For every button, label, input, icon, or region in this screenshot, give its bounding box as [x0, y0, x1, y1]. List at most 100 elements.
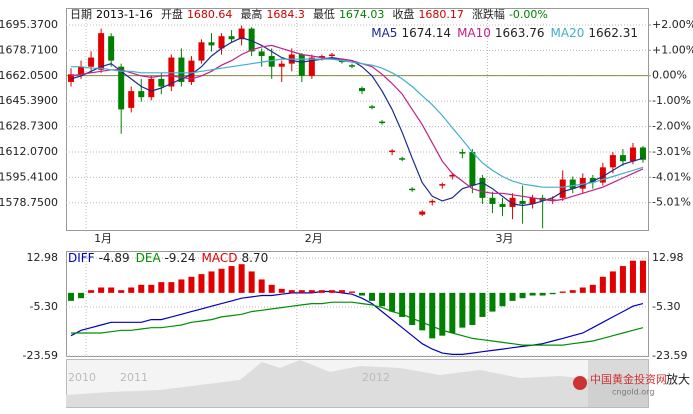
candle-body: [599, 167, 606, 183]
macd-bar: [328, 290, 335, 293]
y-tick-label: -5.30: [30, 300, 58, 313]
y2-tick-label: +2.00%: [652, 18, 693, 31]
y2-tick-label: -3.01%: [652, 145, 691, 158]
legend-name: MACD: [202, 251, 238, 265]
candle-body: [328, 54, 335, 57]
macd-bar: [589, 284, 596, 293]
macd-bar: [208, 271, 215, 293]
y-tick-label: 1612.0700: [0, 145, 58, 158]
legend-name: MA20: [551, 26, 585, 40]
candle-body: [188, 60, 195, 82]
y2-tick-label: -5.30: [652, 300, 680, 313]
macd-bar: [248, 271, 255, 293]
macd-bar: [439, 292, 446, 336]
info-label: 收盘: [392, 7, 414, 21]
candle-body: [198, 42, 205, 61]
candle-body: [118, 66, 125, 110]
macd-bar: [569, 290, 576, 293]
candle-body: [489, 197, 496, 204]
y2-tick-label: 12.98: [652, 251, 684, 264]
candle-body: [298, 54, 305, 76]
macd-bar: [529, 292, 536, 296]
legend-name: MA5: [371, 26, 397, 40]
y2-tick-label: 0.00%: [652, 69, 687, 82]
candle-body: [389, 150, 396, 153]
macd-bar: [348, 291, 355, 293]
legend-value: 1674.14: [401, 26, 451, 40]
macd-bar: [218, 268, 225, 293]
info-label: 日期: [70, 8, 92, 21]
x-tick-label: 1月: [94, 232, 112, 245]
info-label: 开盘: [161, 7, 183, 21]
candle-body: [318, 56, 325, 58]
candle-body: [348, 65, 355, 67]
y2-tick-label: -5.01%: [652, 196, 691, 209]
macd-bar: [278, 288, 285, 293]
y-tick-label: 1595.4100: [0, 170, 58, 183]
macd-bar: [479, 292, 486, 317]
macd-bar: [489, 292, 496, 312]
navigator-window[interactable]: [588, 360, 648, 407]
y-tick-label: 1578.7500: [0, 196, 58, 209]
candle-body: [359, 88, 366, 92]
y2-tick-label: -1.00%: [652, 94, 691, 107]
legend-value: 8.70: [241, 251, 268, 265]
macd-bar: [379, 292, 386, 307]
candle-body: [218, 36, 225, 49]
candle-body: [449, 174, 456, 177]
macd-bar: [519, 292, 526, 299]
macd-bar: [158, 282, 165, 293]
candle-body: [639, 147, 646, 160]
macd-bar: [178, 279, 185, 293]
candle-body: [108, 36, 115, 61]
x-tick-label: 3月: [495, 232, 513, 245]
candle-body: [308, 57, 315, 76]
candle-body: [168, 57, 175, 87]
macd-bar: [639, 260, 646, 293]
ma-line: [71, 58, 644, 188]
navigator-area: [66, 360, 648, 407]
legend-name: MA10: [457, 26, 491, 40]
zoom-button[interactable]: 放大: [666, 372, 690, 387]
y2-tick-label: -23.59: [652, 349, 687, 362]
year-label: 2011: [120, 371, 148, 384]
macd-bar: [549, 292, 556, 295]
legend-value: 1663.76: [495, 26, 545, 40]
macd-bar: [258, 279, 265, 293]
legend-value: -4.89: [99, 251, 130, 265]
info-value: 1680.64: [187, 8, 233, 21]
y2-tick-label: +1.00%: [652, 43, 693, 56]
y-tick-label: 1662.0500: [0, 69, 58, 82]
macd-bar: [459, 292, 466, 328]
y-tick-label: 1678.7100: [0, 43, 58, 56]
legend-name: DEA: [136, 251, 162, 265]
macd-bar: [298, 290, 305, 293]
info-bar: 日期 2013-1-16 开盘 1680.64 最高 1684.3 最低 1674.03 收盘 1…: [70, 7, 548, 21]
macd-bar: [188, 276, 195, 293]
candle-body: [439, 184, 446, 186]
candle-body: [278, 63, 285, 67]
year-label: 2012: [362, 371, 390, 384]
year-label: 2010: [68, 371, 96, 384]
candle-body: [138, 91, 145, 98]
legend-value: 1662.31: [588, 26, 638, 40]
macd-bar: [128, 287, 135, 293]
info-value: -0.00%: [509, 8, 548, 21]
candle-body: [529, 197, 536, 204]
macd-bar: [619, 266, 626, 293]
macd-bar: [98, 287, 105, 293]
macd-bar: [168, 282, 175, 293]
macd-bar: [228, 266, 235, 293]
candle-body: [499, 203, 506, 207]
info-label: 最低: [313, 8, 335, 21]
macd-bar: [579, 287, 586, 293]
macd-bar: [198, 274, 205, 293]
macd-bar: [268, 284, 275, 293]
macd-bar: [338, 290, 345, 293]
macd-bar: [419, 292, 426, 331]
candle-body: [609, 155, 616, 168]
candle-body: [509, 197, 516, 207]
info-label: 涨跌幅: [472, 7, 505, 21]
y-tick-label: -23.59: [23, 349, 58, 362]
